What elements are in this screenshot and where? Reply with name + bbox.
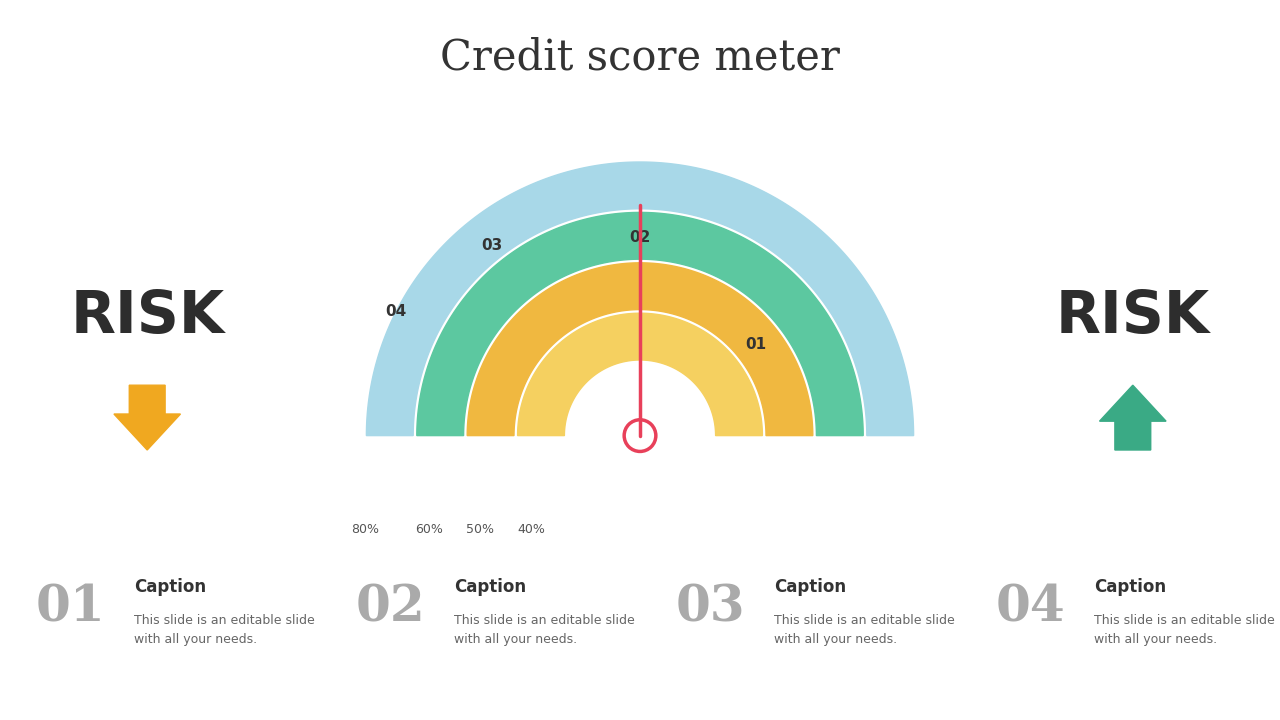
- Text: Caption: Caption: [1094, 577, 1166, 596]
- Text: This slide is an editable slide
with all your needs.: This slide is an editable slide with all…: [1094, 614, 1275, 646]
- Text: This slide is an editable slide
with all your needs.: This slide is an editable slide with all…: [134, 614, 315, 646]
- Text: 03: 03: [676, 584, 745, 633]
- Polygon shape: [366, 162, 914, 436]
- Text: RISK: RISK: [70, 288, 224, 346]
- Text: This slide is an editable slide
with all your needs.: This slide is an editable slide with all…: [774, 614, 955, 646]
- Text: Caption: Caption: [774, 577, 846, 596]
- Text: 80%: 80%: [351, 523, 379, 536]
- Text: This slide is an editable slide
with all your needs.: This slide is an editable slide with all…: [454, 614, 635, 646]
- Text: 04: 04: [996, 584, 1065, 633]
- Text: 01: 01: [36, 584, 105, 633]
- Text: RISK: RISK: [1056, 288, 1210, 346]
- FancyArrow shape: [1100, 385, 1166, 450]
- Polygon shape: [517, 313, 763, 436]
- Polygon shape: [467, 263, 813, 436]
- Text: 02: 02: [356, 584, 425, 633]
- Text: Caption: Caption: [454, 577, 526, 596]
- Text: 04: 04: [385, 304, 407, 319]
- Text: 01: 01: [746, 337, 767, 352]
- FancyArrow shape: [114, 385, 180, 450]
- Text: 60%: 60%: [415, 523, 443, 536]
- Text: 02: 02: [630, 230, 650, 245]
- Text: 50%: 50%: [466, 523, 494, 536]
- Text: 40%: 40%: [517, 523, 545, 536]
- Text: Credit score meter: Credit score meter: [440, 37, 840, 78]
- Polygon shape: [417, 212, 863, 436]
- Text: 03: 03: [481, 238, 502, 253]
- Text: Caption: Caption: [134, 577, 206, 596]
